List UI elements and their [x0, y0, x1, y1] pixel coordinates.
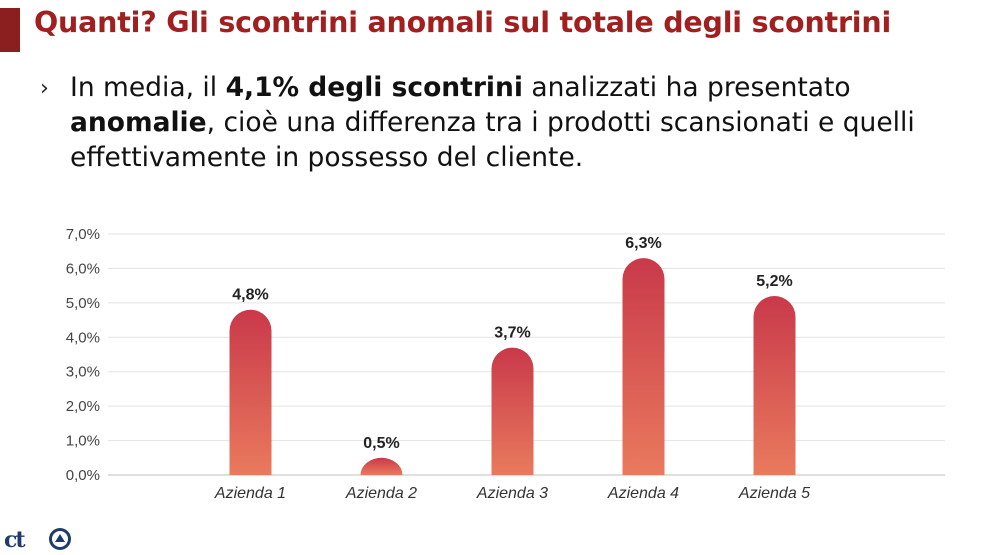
y-tick-label: 4,0% [66, 329, 100, 346]
y-tick-label: 6,0% [66, 260, 100, 277]
x-axis-categories: Azienda 1 Azienda 2 Azienda 3 Azienda 4 Azie… [214, 485, 810, 502]
y-tick-label: 0,0% [66, 467, 100, 484]
bullet-bold-percentage: 4,1% degli scontrini [225, 72, 523, 103]
data-label: 4,8% [232, 287, 268, 304]
data-labels: 4,8% 0,5% 3,7% 6,3% 5,2% [232, 235, 792, 452]
x-category-label: Azienda 1 [214, 485, 286, 502]
y-tick-label: 2,0% [66, 398, 100, 415]
bullet-chevron-icon: › [40, 76, 49, 101]
bullet-text: In media, il 4,1% degli scontrini analiz… [70, 70, 950, 175]
y-tick-label: 3,0% [66, 364, 100, 381]
bar-azienda-4 [622, 258, 665, 475]
bar-chart: 0,0% 1,0% 2,0% 3,0% 4,0% 5,0% 6,0% 7,0% 4,8% 0,5… [66, 226, 945, 502]
data-label: 5,2% [756, 273, 792, 290]
y-tick-label: 1,0% [66, 433, 100, 450]
bullet-text-part-2: analizzati ha presentato [522, 72, 851, 103]
data-label: 0,5% [363, 435, 399, 452]
y-tick-label: 7,0% [66, 226, 100, 243]
logo: ct [4, 525, 76, 553]
bar-azienda-3 [491, 347, 534, 475]
x-category-label: Azienda 3 [476, 485, 548, 502]
seal-icon [49, 528, 71, 550]
data-label: 3,7% [494, 325, 530, 342]
slide-title: Quanti? Gli scontrini anomali sul totale… [34, 6, 892, 39]
bar-azienda-5 [753, 295, 796, 475]
y-axis-ticks: 0,0% 1,0% 2,0% 3,0% 4,0% 5,0% 6,0% 7,0% [66, 226, 100, 484]
bullet-text-part-1: In media, il [70, 72, 226, 103]
bar-azienda-2 [360, 457, 403, 475]
bullet-bold-anomalie: anomalie [70, 107, 207, 138]
x-category-label: Azienda 2 [345, 485, 417, 502]
x-category-label: Azienda 5 [738, 485, 810, 502]
title-accent-bar [0, 8, 20, 52]
bar-azienda-1 [229, 309, 272, 475]
logo-ct-mark: ct [4, 527, 26, 553]
bullet-text-part-3: , cioè una differenza tra i prodotti sca… [70, 107, 915, 173]
x-category-label: Azienda 4 [607, 485, 679, 502]
data-label: 6,3% [625, 235, 661, 252]
y-tick-label: 5,0% [66, 295, 100, 312]
bars [229, 258, 796, 475]
